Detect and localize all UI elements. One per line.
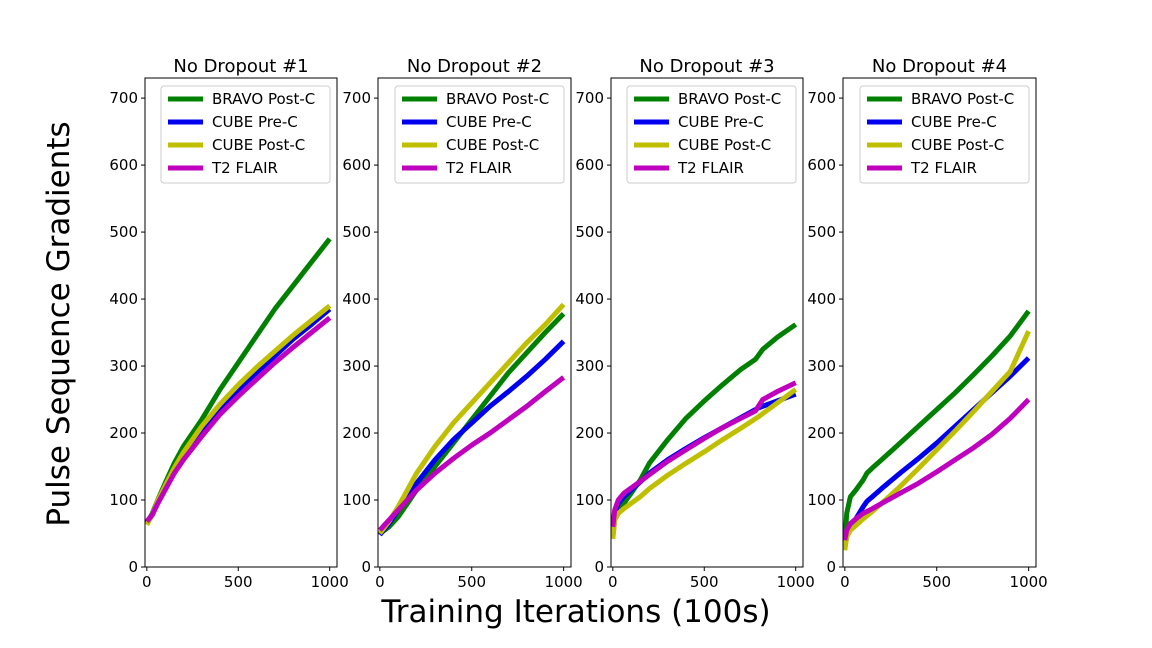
y-tick-label: 300	[109, 357, 138, 375]
series-line-bravo-post-c	[843, 309, 1031, 544]
legend-box	[394, 85, 565, 184]
y-tick-label: 0	[826, 558, 836, 576]
series-lines	[378, 302, 566, 537]
legend-box	[859, 85, 1030, 184]
series-line-t2-flair	[145, 315, 332, 524]
x-tick-label: 1000	[545, 573, 583, 591]
y-tick-label: 200	[342, 424, 371, 442]
x-tick-label: 1000	[311, 573, 349, 591]
series-line-cube-pre-c	[611, 391, 797, 531]
x-axis-label: Training Iterations (100s)	[380, 594, 770, 630]
y-tick-label: 200	[807, 424, 836, 442]
legend-label: BRAVO Post-C	[446, 90, 549, 108]
y-tick-label: 700	[807, 89, 836, 107]
legend-label: CUBE Post-C	[678, 136, 771, 154]
x-tick-label: 0	[840, 573, 850, 591]
y-tick-label: 300	[807, 357, 836, 375]
legend-label: BRAVO Post-C	[911, 90, 1014, 108]
legend-label: T2 FLAIR	[910, 159, 977, 177]
y-tick-label: 500	[109, 223, 138, 241]
y-axis-label: Pulse Sequence Gradients	[41, 121, 77, 526]
y-tick-label: 600	[342, 156, 371, 174]
y-tick-label: 400	[807, 290, 836, 308]
series-line-cube-post-c	[611, 387, 798, 540]
legend-box	[160, 85, 331, 184]
y-tick-label: 500	[575, 223, 604, 241]
axes-frame	[610, 77, 804, 568]
x-tick-label: 0	[142, 573, 152, 591]
legend-label: T2 FLAIR	[445, 159, 512, 177]
chart-panel-2: No Dropout #2 0 100 200 300 400 500 600 700 0 500 1…	[342, 56, 582, 591]
y-tick-label: 500	[342, 223, 371, 241]
y-tick-label: 100	[807, 491, 836, 509]
legend-label: T2 FLAIR	[211, 159, 278, 177]
axes-frame	[842, 77, 1037, 568]
y-tick-label: 0	[128, 558, 138, 576]
x-tick-label: 500	[224, 573, 253, 591]
y-tick-label: 700	[109, 89, 138, 107]
panel-title: No Dropout #2	[407, 56, 542, 77]
legend-label: BRAVO Post-C	[212, 90, 315, 108]
y-tick-label: 100	[575, 491, 604, 509]
legend-label: CUBE Post-C	[446, 136, 539, 154]
x-tick-label: 1000	[1010, 573, 1048, 591]
legend: BRAVO Post-C CUBE Pre-C CUBE Post-C T2 FLAI…	[859, 85, 1030, 184]
legend: BRAVO Post-C CUBE Pre-C CUBE Post-C T2 FLAI…	[160, 85, 331, 184]
y-tick-label: 300	[575, 357, 604, 375]
y-tick-label: 400	[342, 290, 371, 308]
legend-label: CUBE Pre-C	[212, 113, 298, 131]
y-tick-label: 600	[575, 156, 604, 174]
series-line-t2-flair	[611, 380, 797, 528]
legend-label: CUBE Pre-C	[678, 113, 764, 131]
legend-label: CUBE Post-C	[212, 136, 305, 154]
chart-panels: No Dropout #1 0 100 200 300 400 500 600 700 0 500 1…	[109, 56, 1047, 591]
axes-frame	[144, 77, 338, 568]
y-tick-label: 400	[109, 290, 138, 308]
y-tick-label: 600	[807, 156, 836, 174]
panel-title: No Dropout #4	[872, 56, 1007, 77]
legend-label: CUBE Pre-C	[446, 113, 532, 131]
y-tick-label: 0	[361, 558, 371, 576]
panel-title: No Dropout #3	[639, 56, 774, 77]
y-tick-label: 400	[575, 290, 604, 308]
x-tick-label: 1000	[777, 573, 815, 591]
y-tick-label: 700	[575, 89, 604, 107]
legend: BRAVO Post-C CUBE Pre-C CUBE Post-C T2 FLAI…	[394, 85, 565, 184]
legend: BRAVO Post-C CUBE Pre-C CUBE Post-C T2 FLAI…	[626, 85, 797, 184]
y-tick-label: 100	[109, 491, 138, 509]
series-lines	[843, 309, 1031, 551]
y-tick-label: 200	[109, 424, 138, 442]
y-tick-label: 700	[342, 89, 371, 107]
legend-label: CUBE Post-C	[911, 136, 1004, 154]
chart-panel-1: No Dropout #1 0 100 200 300 400 500 600 700 0 500 1…	[109, 56, 348, 591]
x-tick-label: 500	[922, 573, 951, 591]
legend-label: CUBE Pre-C	[911, 113, 997, 131]
y-tick-label: 500	[807, 223, 836, 241]
series-line-bravo-post-c	[611, 322, 798, 538]
y-tick-label: 100	[342, 491, 371, 509]
legend-label: BRAVO Post-C	[678, 90, 781, 108]
x-tick-label: 500	[690, 573, 719, 591]
series-line-t2-flair	[378, 375, 566, 532]
y-tick-label: 300	[342, 357, 371, 375]
chart-panel-3: No Dropout #3 0 100 200 300 400 500 600 700 0 500 1…	[575, 56, 814, 591]
y-tick-label: 200	[575, 424, 604, 442]
x-tick-label: 0	[608, 573, 618, 591]
x-tick-label: 0	[375, 573, 385, 591]
x-tick-label: 500	[457, 573, 486, 591]
y-tick-label: 0	[594, 558, 604, 576]
axes-frame	[377, 77, 572, 568]
panel-title: No Dropout #1	[173, 56, 308, 77]
series-line-cube-post-c	[843, 330, 1031, 551]
series-line-bravo-post-c	[145, 237, 332, 525]
legend-box	[626, 85, 797, 184]
legend-label: T2 FLAIR	[677, 159, 744, 177]
chart-panel-4: No Dropout #4 0 100 200 300 400 500 600 700 0 500 1…	[807, 56, 1047, 591]
y-tick-label: 600	[109, 156, 138, 174]
series-lines	[145, 237, 332, 527]
series-lines	[611, 322, 798, 540]
series-line-t2-flair	[843, 397, 1031, 541]
